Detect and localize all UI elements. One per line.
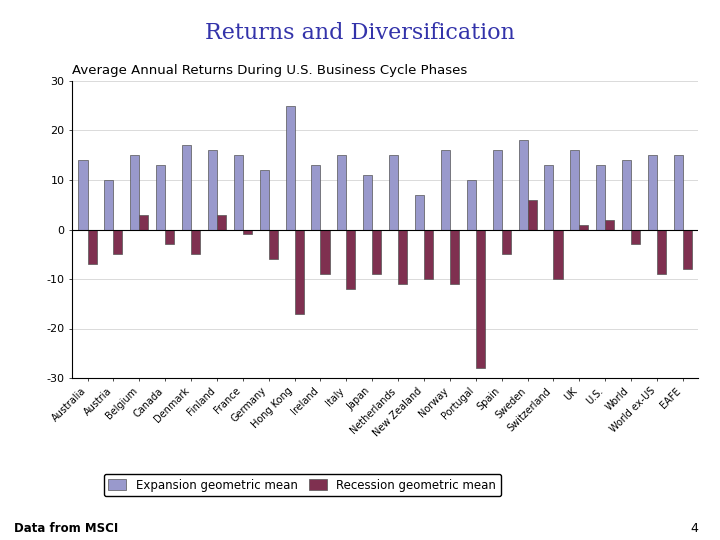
Bar <box>450 230 459 284</box>
Bar <box>234 156 243 230</box>
Bar <box>389 156 398 230</box>
Text: 4: 4 <box>690 522 698 535</box>
Bar <box>657 230 666 274</box>
Text: Data from MSCI: Data from MSCI <box>14 522 119 535</box>
Bar <box>683 230 692 269</box>
Bar <box>114 230 122 254</box>
Bar <box>346 230 356 289</box>
Bar <box>260 170 269 230</box>
Bar <box>312 165 320 230</box>
Bar <box>88 230 96 264</box>
Bar <box>467 180 476 230</box>
Bar <box>648 156 657 230</box>
Bar <box>320 230 330 274</box>
Bar <box>544 165 554 230</box>
Bar <box>372 230 382 274</box>
Bar <box>502 230 510 254</box>
Bar <box>528 200 536 230</box>
Bar <box>139 214 148 230</box>
Bar <box>78 160 88 230</box>
Text: Average Annual Returns During U.S. Business Cycle Phases: Average Annual Returns During U.S. Busin… <box>72 64 467 77</box>
Bar <box>337 156 346 230</box>
Bar <box>269 230 278 259</box>
Bar <box>596 165 606 230</box>
Bar <box>398 230 408 284</box>
Bar <box>441 150 450 230</box>
Bar <box>518 140 528 230</box>
Bar <box>363 175 372 230</box>
Bar <box>415 195 424 230</box>
Bar <box>476 230 485 368</box>
Bar <box>606 220 614 229</box>
Bar <box>631 230 640 244</box>
Bar <box>622 160 631 230</box>
Text: Returns and Diversification: Returns and Diversification <box>205 22 515 44</box>
Bar <box>554 230 562 279</box>
Bar <box>182 145 191 230</box>
Bar <box>165 230 174 244</box>
Bar <box>580 225 588 230</box>
Bar <box>570 150 580 230</box>
Bar <box>674 156 683 230</box>
Bar <box>492 150 502 230</box>
Bar <box>217 214 226 230</box>
Bar <box>130 156 139 230</box>
Legend: Expansion geometric mean, Recession geometric mean: Expansion geometric mean, Recession geom… <box>104 474 501 496</box>
Bar <box>424 230 433 279</box>
Bar <box>208 150 217 230</box>
Bar <box>156 165 165 230</box>
Bar <box>286 106 294 230</box>
Bar <box>294 230 304 314</box>
Bar <box>191 230 200 254</box>
Bar <box>104 180 114 230</box>
Bar <box>243 230 252 234</box>
